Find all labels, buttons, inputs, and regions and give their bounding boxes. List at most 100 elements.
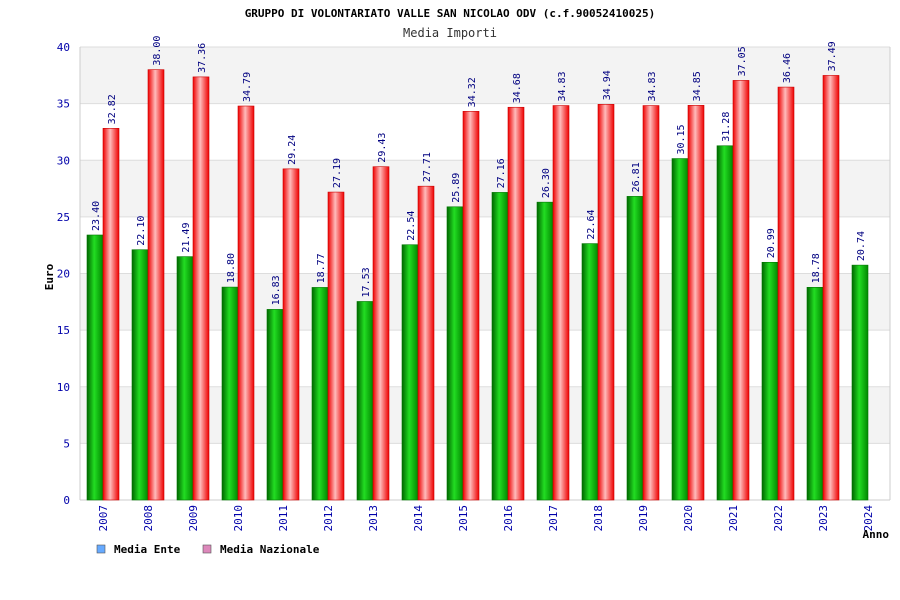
bar-media-ente <box>626 196 644 501</box>
bar-media-ente <box>176 256 194 501</box>
data-label: 26.30 <box>541 168 552 198</box>
x-axis-label: Anno <box>863 528 890 541</box>
bar-media-ente <box>446 206 464 501</box>
x-tick-label: 2021 <box>727 505 740 532</box>
data-label: 37.36 <box>197 43 208 73</box>
y-tick-label: 5 <box>63 437 70 450</box>
x-tick-label: 2019 <box>637 505 650 532</box>
data-label: 34.85 <box>692 71 703 101</box>
y-axis-ticks: 0 5 10 15 20 25 30 35 40 <box>57 41 70 507</box>
grid-band <box>80 330 890 387</box>
data-label: 37.05 <box>737 46 748 76</box>
data-label: 34.32 <box>467 77 478 107</box>
data-label: 34.83 <box>647 71 658 101</box>
data-label: 34.83 <box>557 71 568 101</box>
x-tick-label: 2024 <box>862 505 875 532</box>
bar-media-ente <box>716 145 734 501</box>
grid-band <box>80 103 890 161</box>
x-tick-label: 2020 <box>682 505 695 532</box>
x-tick-label: 2007 <box>97 505 110 532</box>
data-label: 27.19 <box>332 158 343 188</box>
bar-media-ente <box>581 243 599 501</box>
chart-title: GRUPPO DI VOLONTARIATO VALLE SAN NICOLAO… <box>245 7 656 20</box>
bar-media-nazionale <box>102 128 120 501</box>
x-axis-ticks: 2007 2008 2009 2010 2011 2012 2013 2014 2015 2016… <box>97 505 875 532</box>
bar-media-nazionale <box>822 75 840 501</box>
data-label: 25.89 <box>451 173 462 203</box>
data-label: 26.81 <box>631 162 642 192</box>
data-label: 16.83 <box>271 275 282 305</box>
data-label: 23.40 <box>91 201 102 231</box>
chart-subtitle: Media Importi <box>403 26 497 40</box>
grid-band <box>80 273 890 331</box>
x-tick-label: 2014 <box>412 505 425 532</box>
bar-media-ente <box>266 309 284 501</box>
bar-media-nazionale <box>777 86 795 501</box>
bar-media-nazionale <box>237 105 255 501</box>
bar-media-ente <box>131 249 149 501</box>
x-tick-label: 2008 <box>142 505 155 532</box>
bar-media-ente <box>401 244 419 501</box>
grid-band <box>80 443 890 500</box>
data-label: 31.28 <box>721 112 732 142</box>
data-label: 29.43 <box>377 133 388 163</box>
bars <box>86 69 869 501</box>
grid-band <box>80 160 890 217</box>
bar-media-ente <box>221 286 239 501</box>
data-label: 38.00 <box>152 36 163 66</box>
bar-media-nazionale <box>507 106 525 501</box>
x-tick-label: 2010 <box>232 505 245 532</box>
bar-media-nazionale <box>552 105 570 501</box>
bar-media-ente <box>851 264 869 501</box>
bar-media-ente <box>806 287 824 501</box>
data-label: 22.64 <box>586 209 597 239</box>
data-label: 30.15 <box>676 124 687 154</box>
legend-label: Media Nazionale <box>220 543 320 556</box>
grid-band <box>80 386 890 444</box>
x-tick-label: 2016 <box>502 505 515 532</box>
data-label: 34.94 <box>602 70 613 100</box>
bar-media-nazionale <box>597 104 615 501</box>
data-label: 27.71 <box>422 152 433 182</box>
bar-media-nazionale <box>687 105 705 501</box>
bar-media-nazionale <box>417 185 435 501</box>
data-label: 21.49 <box>181 223 192 253</box>
x-tick-label: 2013 <box>367 505 380 532</box>
data-label: 27.16 <box>496 158 507 188</box>
bar-media-ente <box>761 261 779 501</box>
bar-media-nazionale <box>192 76 210 501</box>
data-label: 34.68 <box>512 73 523 103</box>
grid-band <box>80 216 890 274</box>
x-tick-label: 2023 <box>817 505 830 532</box>
data-label: 34.79 <box>242 72 253 102</box>
bar-media-ente <box>356 301 374 501</box>
x-tick-label: 2018 <box>592 505 605 532</box>
grid-lines <box>79 46 891 501</box>
data-label: 18.78 <box>811 253 822 283</box>
legend-label: Media Ente <box>114 543 181 556</box>
legend-swatch <box>202 544 212 554</box>
plot-background <box>80 47 890 500</box>
bar-media-nazionale <box>732 80 750 501</box>
legend: Media Ente Media Nazionale <box>96 543 320 556</box>
grid-band <box>80 47 890 104</box>
y-axis-label: Euro <box>43 263 56 290</box>
bar-media-ente <box>86 234 104 501</box>
data-label: 22.54 <box>406 211 417 241</box>
y-tick-label: 35 <box>57 98 70 111</box>
y-tick-label: 25 <box>57 211 70 224</box>
y-tick-label: 0 <box>63 494 70 507</box>
data-label: 32.82 <box>107 94 118 124</box>
data-label: 20.99 <box>766 228 777 258</box>
x-tick-label: 2017 <box>547 505 560 532</box>
bar-media-nazionale <box>282 168 300 501</box>
legend-swatch <box>96 544 106 554</box>
x-tick-label: 2012 <box>322 505 335 532</box>
bar-media-nazionale <box>642 105 660 501</box>
data-label: 20.74 <box>856 231 867 261</box>
bar-media-ente <box>491 192 509 501</box>
data-label: 37.49 <box>827 41 838 71</box>
bar-media-nazionale <box>327 191 345 501</box>
x-tick-label: 2022 <box>772 505 785 532</box>
